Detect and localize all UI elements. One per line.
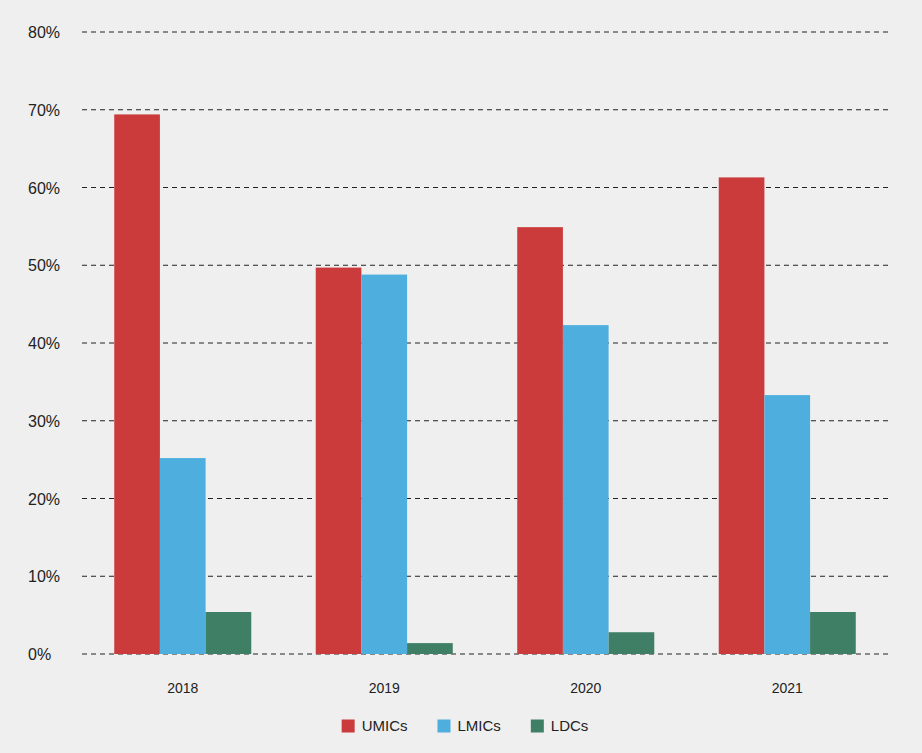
bar (719, 177, 765, 654)
grid-line (82, 187, 888, 188)
y-tick-label: 70% (28, 102, 60, 119)
bar (407, 643, 453, 654)
bars (114, 114, 856, 654)
bar (361, 275, 407, 654)
legend-swatch (342, 720, 355, 733)
y-tick-label: 20% (28, 491, 60, 508)
y-tick-label: 50% (28, 257, 60, 274)
legend-label: UMICs (362, 717, 408, 734)
grid-line (82, 109, 888, 110)
grid-line (82, 343, 888, 344)
bar (206, 612, 252, 654)
bar (563, 325, 609, 654)
legend-swatch (437, 720, 450, 733)
bar (160, 458, 206, 654)
chart: 0% 10% 20% 30% 40% 50% 60% 70% 80% 2018 2019 2020 20… (0, 0, 922, 753)
legend: UMICs LMICs LDCs (342, 717, 589, 734)
x-tick-label: 2019 (369, 680, 400, 696)
bar (810, 612, 856, 654)
legend-label: LDCs (551, 717, 589, 734)
background (0, 0, 922, 753)
y-tick-label: 30% (28, 413, 60, 430)
legend-label: LMICs (457, 717, 500, 734)
grid-line (82, 32, 888, 33)
bar (764, 395, 810, 654)
bar (114, 114, 160, 654)
x-tick-label: 2021 (772, 680, 803, 696)
bar (517, 227, 563, 654)
y-tick-label: 80% (28, 24, 60, 41)
legend-swatch (531, 720, 544, 733)
bar (609, 632, 655, 654)
x-tick-label: 2018 (167, 680, 198, 696)
bar (316, 268, 362, 654)
y-tick-label: 60% (28, 180, 60, 197)
x-tick-label: 2020 (570, 680, 601, 696)
y-tick-label: 40% (28, 335, 60, 352)
y-tick-label: 10% (28, 568, 60, 585)
y-tick-label: 0% (28, 646, 51, 663)
grid-line (82, 265, 888, 266)
